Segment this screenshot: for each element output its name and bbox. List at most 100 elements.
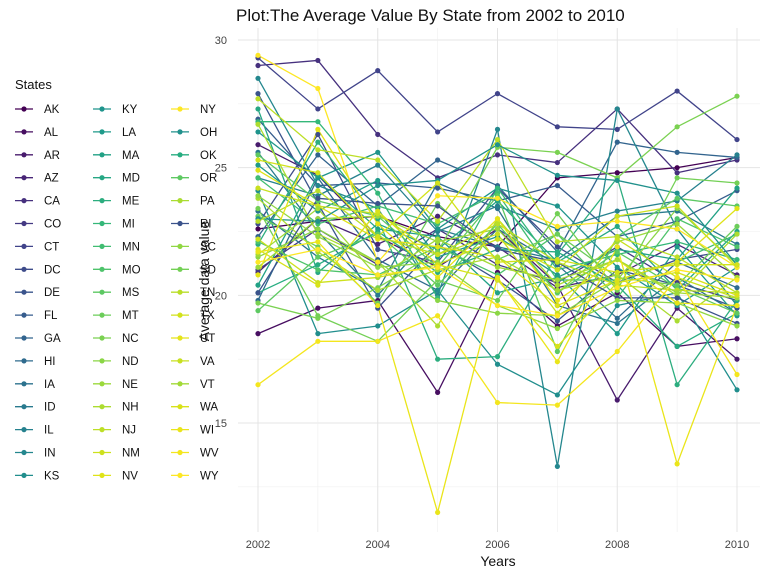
legend-item-fl: FL — [15, 310, 58, 322]
point-ct — [554, 124, 560, 130]
point-me — [435, 356, 441, 362]
legend-key-point — [177, 449, 183, 456]
point-sd — [255, 205, 261, 212]
legend-key-point — [21, 106, 27, 112]
legend-label: AZ — [44, 173, 59, 185]
point-wv — [614, 348, 620, 355]
legend-key-point — [177, 266, 183, 272]
point-ny — [315, 85, 321, 92]
point-ct — [494, 91, 501, 97]
legend-label: ME — [122, 196, 140, 208]
point-mo — [674, 216, 680, 222]
legend-key-point — [177, 427, 183, 433]
point-sc — [315, 234, 321, 240]
point-oh — [494, 142, 501, 148]
legend-label: FL — [44, 310, 58, 322]
legend-item-id: ID — [15, 402, 56, 414]
point-wi — [315, 239, 321, 245]
legend-item-ri: RI — [171, 219, 212, 231]
point-wa — [614, 279, 620, 286]
point-wi — [375, 302, 381, 309]
point-wy — [315, 246, 321, 252]
point-ar — [734, 356, 740, 362]
legend-item-co: CO — [15, 219, 61, 231]
legend-item-ak: AK — [15, 104, 60, 116]
point-wi — [255, 249, 261, 255]
legend-key-point — [177, 335, 183, 341]
point-va — [255, 185, 261, 191]
legend-item-mt: MT — [93, 310, 139, 322]
legend-item-la: LA — [93, 127, 136, 139]
legend-item-mo: MO — [93, 264, 141, 276]
point-md — [255, 106, 261, 112]
legend-key-point — [21, 175, 27, 181]
legend-key-point — [99, 427, 105, 433]
legend-label: MS — [122, 287, 140, 299]
legend-label: NJ — [122, 425, 136, 437]
point-ut — [375, 221, 381, 227]
legend-item-ar: AR — [15, 150, 60, 162]
point-md — [614, 223, 620, 229]
point-ks — [435, 287, 441, 293]
legend-label: IN — [44, 448, 56, 460]
legend-key-point — [99, 449, 105, 456]
legend-key-point — [99, 266, 105, 272]
point-nv — [435, 244, 441, 250]
legend-label: NC — [122, 333, 139, 345]
legend-label: TN — [200, 287, 215, 299]
point-wi — [734, 302, 740, 309]
point-wi — [614, 244, 620, 250]
point-nj — [554, 239, 560, 245]
point-ga — [315, 152, 321, 158]
point-il — [494, 203, 501, 209]
point-nd — [435, 297, 441, 304]
point-in — [614, 106, 620, 112]
point-tn — [255, 218, 261, 224]
legend-label: MT — [122, 310, 139, 322]
legend-key-point — [99, 289, 105, 295]
legend-label: CT — [44, 241, 59, 253]
point-vt — [674, 290, 680, 296]
point-pa — [674, 318, 680, 324]
legend-item-sc: SC — [171, 241, 216, 253]
legend-label: SD — [200, 264, 216, 276]
legend-key-point — [21, 449, 27, 456]
point-hi — [614, 315, 620, 321]
legend-item-me: ME — [93, 196, 140, 208]
point-ks — [315, 331, 321, 337]
legend-key-point — [99, 381, 105, 387]
point-wa — [375, 208, 381, 214]
legend-item-vt: VT — [171, 379, 215, 391]
point-nd — [315, 226, 321, 232]
legend-label: AL — [44, 127, 59, 139]
point-sc — [554, 325, 560, 332]
point-ga — [614, 139, 620, 145]
point-wy — [734, 277, 740, 283]
point-ct — [435, 129, 441, 135]
legend-key-point — [21, 472, 27, 478]
point-ny — [255, 52, 261, 58]
legend-label: LA — [122, 127, 136, 139]
point-tx — [674, 262, 680, 268]
point-wv — [494, 399, 501, 406]
legend-label: MI — [122, 219, 135, 231]
legend-key-point — [21, 404, 27, 410]
legend-item-ne: NE — [93, 379, 138, 391]
point-wy — [435, 264, 441, 270]
chart-title: Plot:The Average Value By State from 200… — [236, 6, 625, 25]
legend-label: WI — [200, 425, 214, 437]
point-ia — [614, 320, 620, 327]
point-ky — [375, 149, 381, 155]
point-oh — [315, 218, 321, 224]
legend-item-nh: NH — [93, 402, 139, 414]
point-ok — [674, 343, 680, 349]
legend-key-point — [177, 358, 183, 364]
legend-item-va: VA — [171, 356, 215, 368]
point-tx — [554, 256, 560, 263]
legend-item-oh: OH — [171, 127, 217, 139]
legend-label: UT — [200, 333, 215, 345]
point-wy — [614, 285, 620, 291]
legend-label: VT — [200, 379, 215, 391]
point-ky — [614, 264, 620, 270]
point-nv — [554, 302, 560, 309]
